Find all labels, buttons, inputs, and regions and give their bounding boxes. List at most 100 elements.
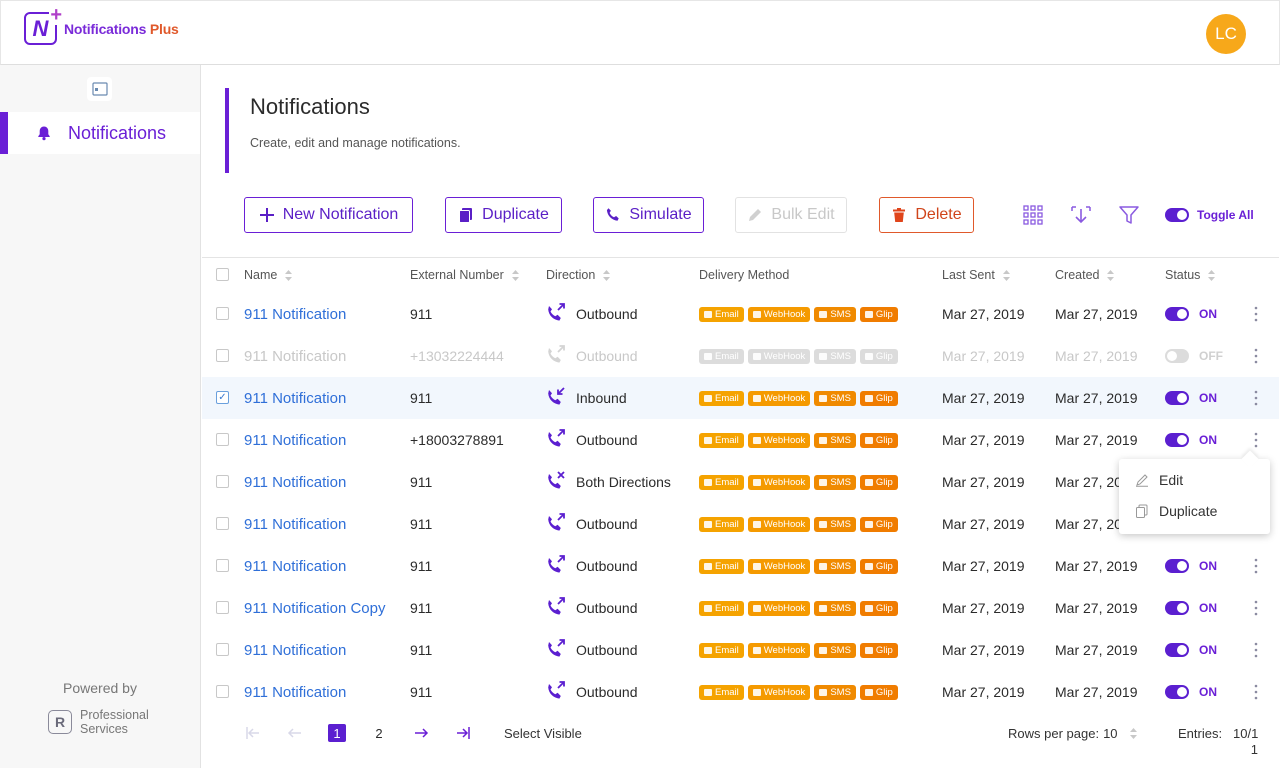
delivery-badges: Email WebHook SMS Glip [699, 474, 898, 490]
more-options-icon[interactable] [1254, 600, 1258, 616]
direction-cell: Outbound [544, 587, 638, 629]
notification-name-link[interactable]: 911 Notification [244, 431, 347, 449]
status-toggle[interactable] [1165, 349, 1189, 363]
table-row[interactable]: 911 Notification 911 Outbound Email WebHook S… [202, 293, 1279, 335]
menu-item-edit[interactable]: Edit [1135, 472, 1183, 488]
sms-badge: SMS [814, 558, 856, 574]
bulk-edit-button[interactable]: Bulk Edit [735, 197, 847, 233]
status-toggle[interactable] [1165, 559, 1189, 573]
row-checkbox[interactable] [216, 643, 229, 656]
prev-page-icon[interactable] [286, 724, 304, 742]
delete-button[interactable]: Delete [879, 197, 974, 233]
glip-badge: Glip [859, 474, 898, 490]
rows-per-page-label: Rows per page: [1008, 725, 1100, 741]
direction-label: Inbound [576, 390, 627, 406]
header-external-number[interactable]: External Number [410, 268, 519, 282]
row-checkbox[interactable] [216, 475, 229, 488]
more-options-icon[interactable] [1254, 432, 1258, 448]
more-options-icon[interactable] [1254, 390, 1258, 406]
row-checkbox[interactable] [216, 559, 229, 572]
select-all-checkbox[interactable] [216, 268, 229, 281]
row-checkbox[interactable] [216, 685, 229, 698]
menu-item-duplicate[interactable]: Duplicate [1135, 503, 1217, 519]
sms-badge: SMS [814, 474, 856, 490]
notification-name-link[interactable]: 911 Notification [244, 305, 347, 323]
notification-name-link[interactable]: 911 Notification [244, 515, 347, 533]
notifications-table: Name External Number Direction Delivery … [202, 257, 1279, 713]
notification-name-link[interactable]: 911 Notification [244, 683, 347, 701]
page-2-button[interactable]: 2 [375, 725, 383, 741]
page-1-button[interactable]: 1 [328, 724, 346, 742]
toggle-all-toggle[interactable] [1165, 208, 1189, 222]
next-page-icon[interactable] [412, 724, 430, 742]
more-options-icon[interactable] [1254, 306, 1258, 322]
rows-per-page[interactable]: Rows per page: 10 [1008, 722, 1137, 744]
first-page-icon[interactable] [244, 724, 262, 742]
inbound-call-icon [548, 387, 565, 405]
table-row[interactable]: 911 Notification Copy 911 Outbound Email Web… [202, 587, 1279, 629]
app-logo[interactable]: N + Notifications Plus [24, 5, 179, 45]
table-row[interactable]: 911 Notification +13032224444 Outbound Emai… [202, 335, 1279, 377]
notification-name-link[interactable]: 911 Notification [244, 389, 347, 407]
table-row[interactable]: 911 Notification 911 Outbound Email WebHook S… [202, 629, 1279, 671]
notification-name-link[interactable]: 911 Notification [244, 473, 347, 491]
header-status[interactable]: Status [1165, 268, 1216, 282]
more-options-icon[interactable] [1254, 642, 1258, 658]
row-checkbox[interactable] [216, 433, 229, 446]
status-toggle[interactable] [1165, 601, 1189, 615]
plus-icon [259, 208, 274, 222]
header-name[interactable]: Name [244, 268, 293, 282]
direction-label: Outbound [576, 600, 638, 616]
status-toggle[interactable] [1165, 685, 1189, 699]
email-badge: Email [699, 558, 744, 574]
user-avatar[interactable]: LC [1206, 14, 1246, 54]
row-checkbox[interactable] [216, 601, 229, 614]
header-last-sent[interactable]: Last Sent [942, 268, 1010, 282]
glip-badge: Glip [859, 642, 898, 658]
sms-icon [819, 562, 828, 570]
status-toggle[interactable] [1165, 307, 1189, 321]
new-notification-button[interactable]: New Notification [244, 197, 413, 233]
more-options-icon[interactable] [1254, 558, 1258, 574]
header-created[interactable]: Created [1055, 268, 1115, 282]
download-icon[interactable] [1070, 204, 1092, 226]
top-bar: N + Notifications Plus LC [0, 0, 1280, 65]
table-row[interactable]: 911 Notification 911 Outbound Email WebHook S… [202, 671, 1279, 713]
status-toggle[interactable] [1165, 643, 1189, 657]
notification-name-link[interactable]: 911 Notification [244, 557, 347, 575]
webhook-badge: WebHook [747, 474, 811, 490]
more-options-icon[interactable] [1254, 348, 1258, 364]
filter-icon[interactable] [1118, 204, 1140, 226]
table-row[interactable]: 911 Notification 911 Outbound Email WebHook S… [202, 503, 1279, 545]
header-direction[interactable]: Direction [546, 268, 611, 282]
row-checkbox[interactable] [216, 307, 229, 320]
table-row[interactable]: 911 Notification 911 Both Directions Email W… [202, 461, 1279, 503]
badge-label: WebHook [763, 392, 806, 404]
table-row[interactable]: ✓ 911 Notification 911 Inbound Email WebHook S… [202, 377, 1279, 419]
row-checkbox[interactable] [216, 517, 229, 530]
table-row[interactable]: 911 Notification 911 Outbound Email WebHook S… [202, 545, 1279, 587]
delivery-badges: Email WebHook SMS Glip [699, 432, 898, 448]
grid-view-icon[interactable] [1022, 204, 1044, 226]
more-options-icon[interactable] [1254, 684, 1258, 700]
created-cell: Mar 27, 2019 [1055, 642, 1138, 658]
sidebar-collapse-button[interactable] [87, 77, 112, 101]
notification-name-link[interactable]: 911 Notification Copy [244, 599, 386, 617]
simulate-button[interactable]: Simulate [593, 197, 704, 233]
notification-name-link[interactable]: 911 Notification [244, 641, 347, 659]
simulate-label: Simulate [629, 206, 692, 223]
table-row[interactable]: 911 Notification +18003278891 Outbound Emai… [202, 419, 1279, 461]
toggle-all-switch[interactable]: Toggle All [1165, 208, 1254, 222]
status-toggle[interactable] [1165, 433, 1189, 447]
delivery-badges: Email WebHook SMS Glip [699, 558, 898, 574]
row-checkbox[interactable] [216, 349, 229, 362]
status-toggle[interactable] [1165, 391, 1189, 405]
row-checkbox[interactable]: ✓ [216, 391, 229, 404]
notification-name-link[interactable]: 911 Notification [244, 347, 347, 365]
outbound-call-icon [548, 345, 565, 363]
duplicate-button[interactable]: Duplicate [445, 197, 562, 233]
last-page-icon[interactable] [454, 724, 472, 742]
badge-label: WebHook [763, 644, 806, 656]
select-visible-link[interactable]: Select Visible [504, 725, 582, 741]
sidebar-item-notifications[interactable]: Notifications [0, 112, 200, 154]
